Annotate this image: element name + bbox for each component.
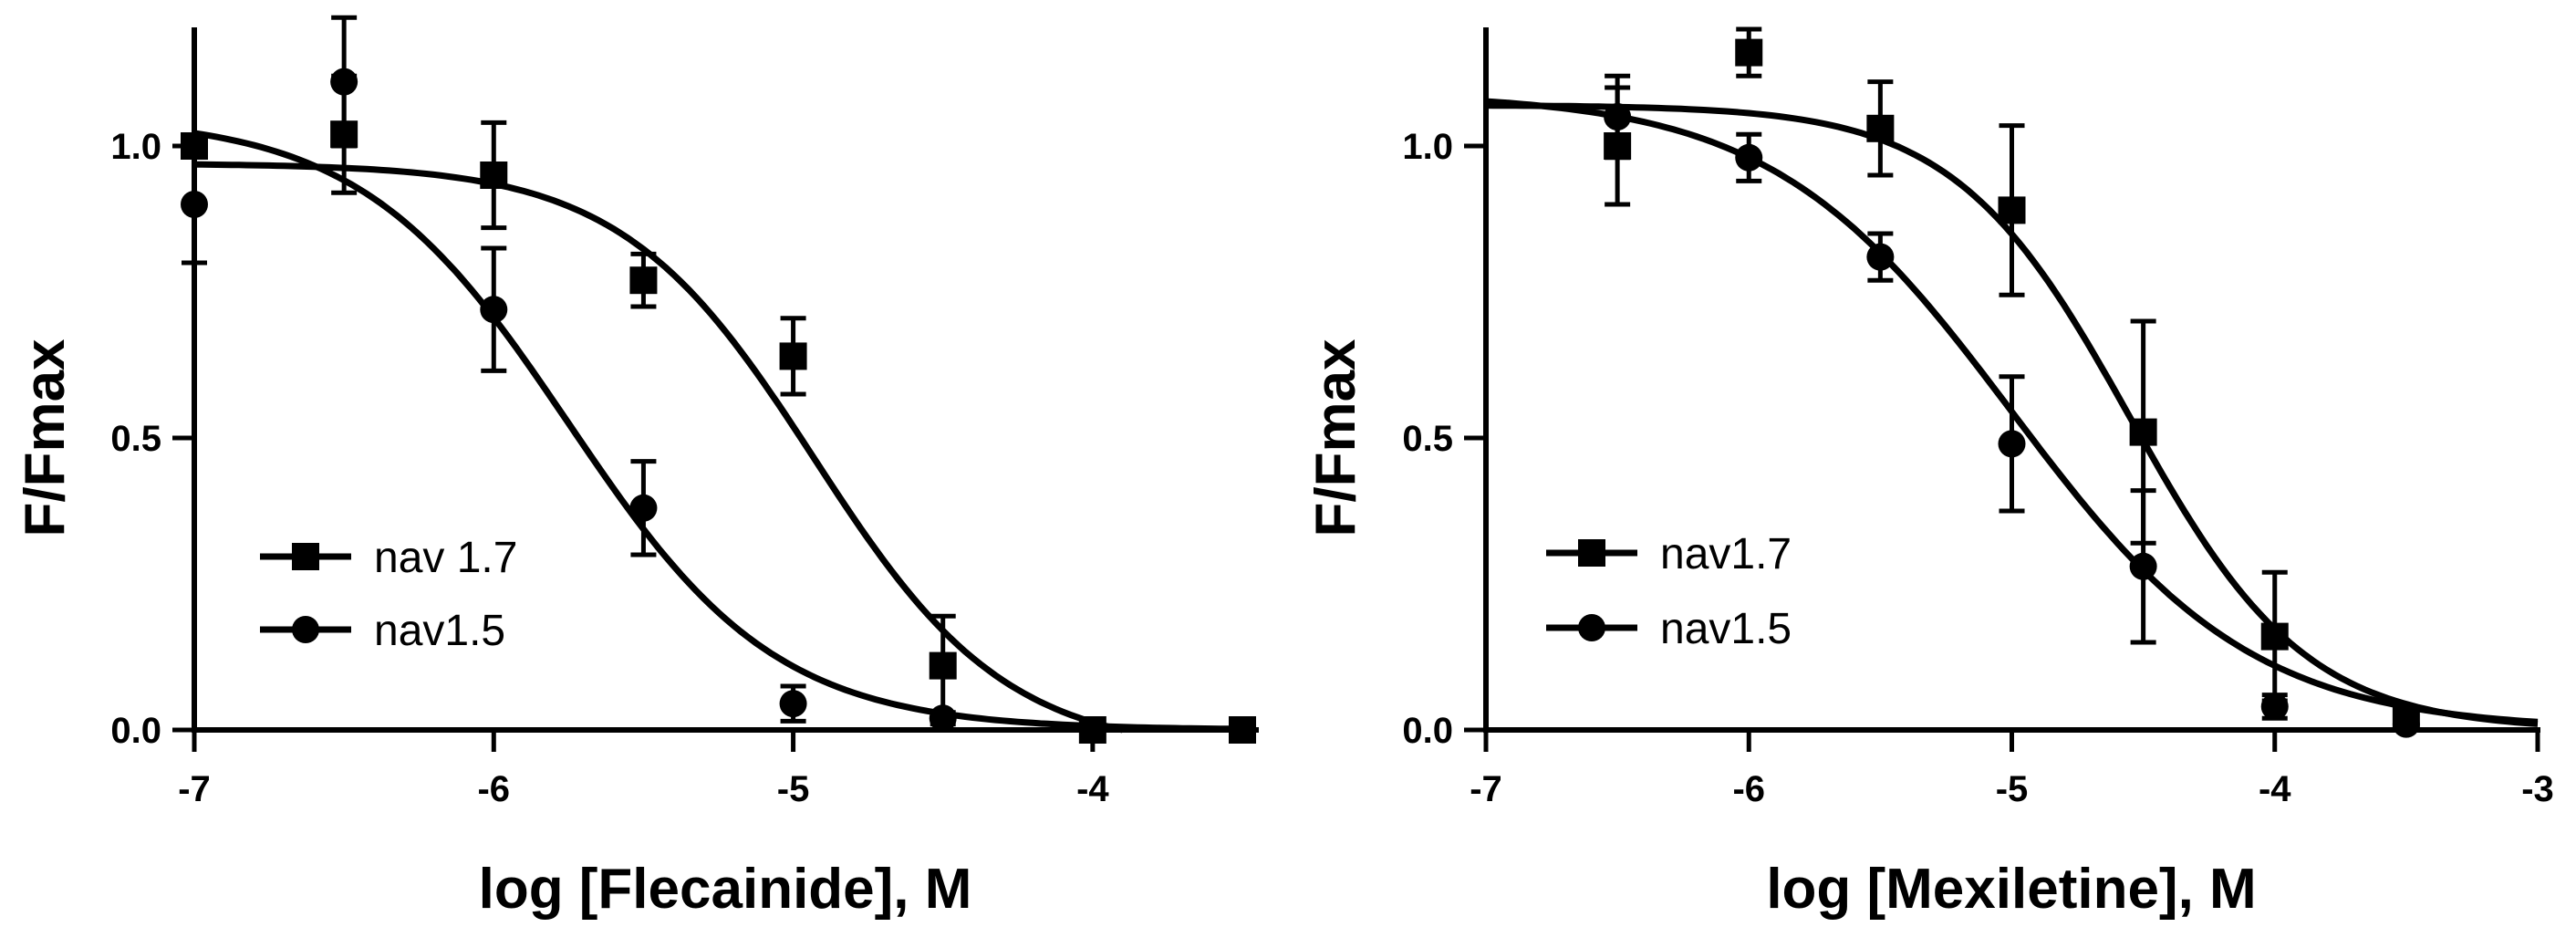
- y-tick-label: 1.0: [1402, 127, 1453, 167]
- legend-label: nav 1.7: [374, 534, 517, 582]
- data-point-square: [2260, 622, 2289, 651]
- data-point-square: [1229, 716, 1256, 744]
- x-tick-label: -3: [2521, 769, 2554, 809]
- data-point-circle: [779, 690, 807, 718]
- y-axis-title: F/Fmax: [14, 339, 77, 537]
- data-point-circle: [2392, 710, 2420, 738]
- y-tick-label: 0.0: [1402, 711, 1453, 751]
- data-point-circle: [1998, 430, 2026, 458]
- data-point-square: [1078, 716, 1106, 744]
- y-tick-label: 1.0: [110, 127, 161, 167]
- data-point-square: [480, 161, 508, 189]
- data-point-square: [929, 651, 957, 680]
- x-tick-label: -7: [178, 769, 211, 809]
- data-point-circle: [929, 704, 957, 733]
- data-point-circle: [181, 191, 208, 218]
- y-tick-label: 0.5: [1402, 419, 1453, 459]
- data-point-circle: [2260, 693, 2289, 721]
- x-tick-label: -6: [477, 769, 510, 809]
- data-point-square: [1866, 114, 1895, 142]
- data-point-square: [779, 342, 807, 370]
- x-tick-label: -4: [1076, 769, 1109, 809]
- y-axis-title: F/Fmax: [1304, 339, 1367, 537]
- data-point-circle: [1604, 103, 1632, 130]
- y-tick-label: 0.0: [110, 711, 161, 751]
- x-tick-label: -5: [1996, 769, 2029, 809]
- data-point-square: [1735, 38, 1763, 67]
- legend-label: nav1.5: [1660, 605, 1792, 653]
- data-point-square: [2129, 418, 2157, 446]
- x-tick-label: -7: [1470, 769, 1502, 809]
- fit-curve-nav-1.7: [193, 161, 1124, 734]
- data-point-circle: [1866, 243, 1895, 271]
- legend-marker-circle: [292, 616, 319, 643]
- data-point-square: [629, 266, 658, 295]
- legend-marker-square: [292, 543, 319, 570]
- x-tick-label: -4: [2259, 769, 2291, 809]
- data-point-circle: [1735, 143, 1763, 172]
- data-point-circle: [480, 296, 508, 324]
- legend-label: nav1.5: [374, 607, 505, 655]
- legend-marker-square: [1578, 539, 1605, 567]
- data-point-circle: [2129, 552, 2157, 580]
- fit-curve-nav1.5: [193, 130, 1243, 733]
- data-point-circle: [330, 68, 358, 96]
- x-axis-title: log [Mexiletine], M: [1766, 858, 2256, 921]
- legend-label: nav1.7: [1660, 530, 1792, 578]
- x-tick-label: -6: [1732, 769, 1765, 809]
- y-tick-label: 0.5: [110, 419, 161, 459]
- mexiletine-panel: -7 -6 -5 -4 -3 0.0 0.5 1.0 nav1.7 nav1.5 log [Me…: [1304, 26, 2554, 921]
- data-point-circle: [629, 494, 658, 522]
- flecainide-panel: -7 -6 -5 -4 0.0 0.5 1.0 nav 1.7 nav1.5 log [Fle…: [14, 15, 1259, 921]
- data-point-square: [1998, 196, 2026, 224]
- x-axis-title: log [Flecainide], M: [479, 858, 972, 921]
- legend-marker-circle: [1578, 614, 1605, 641]
- x-tick-label: -5: [777, 769, 810, 809]
